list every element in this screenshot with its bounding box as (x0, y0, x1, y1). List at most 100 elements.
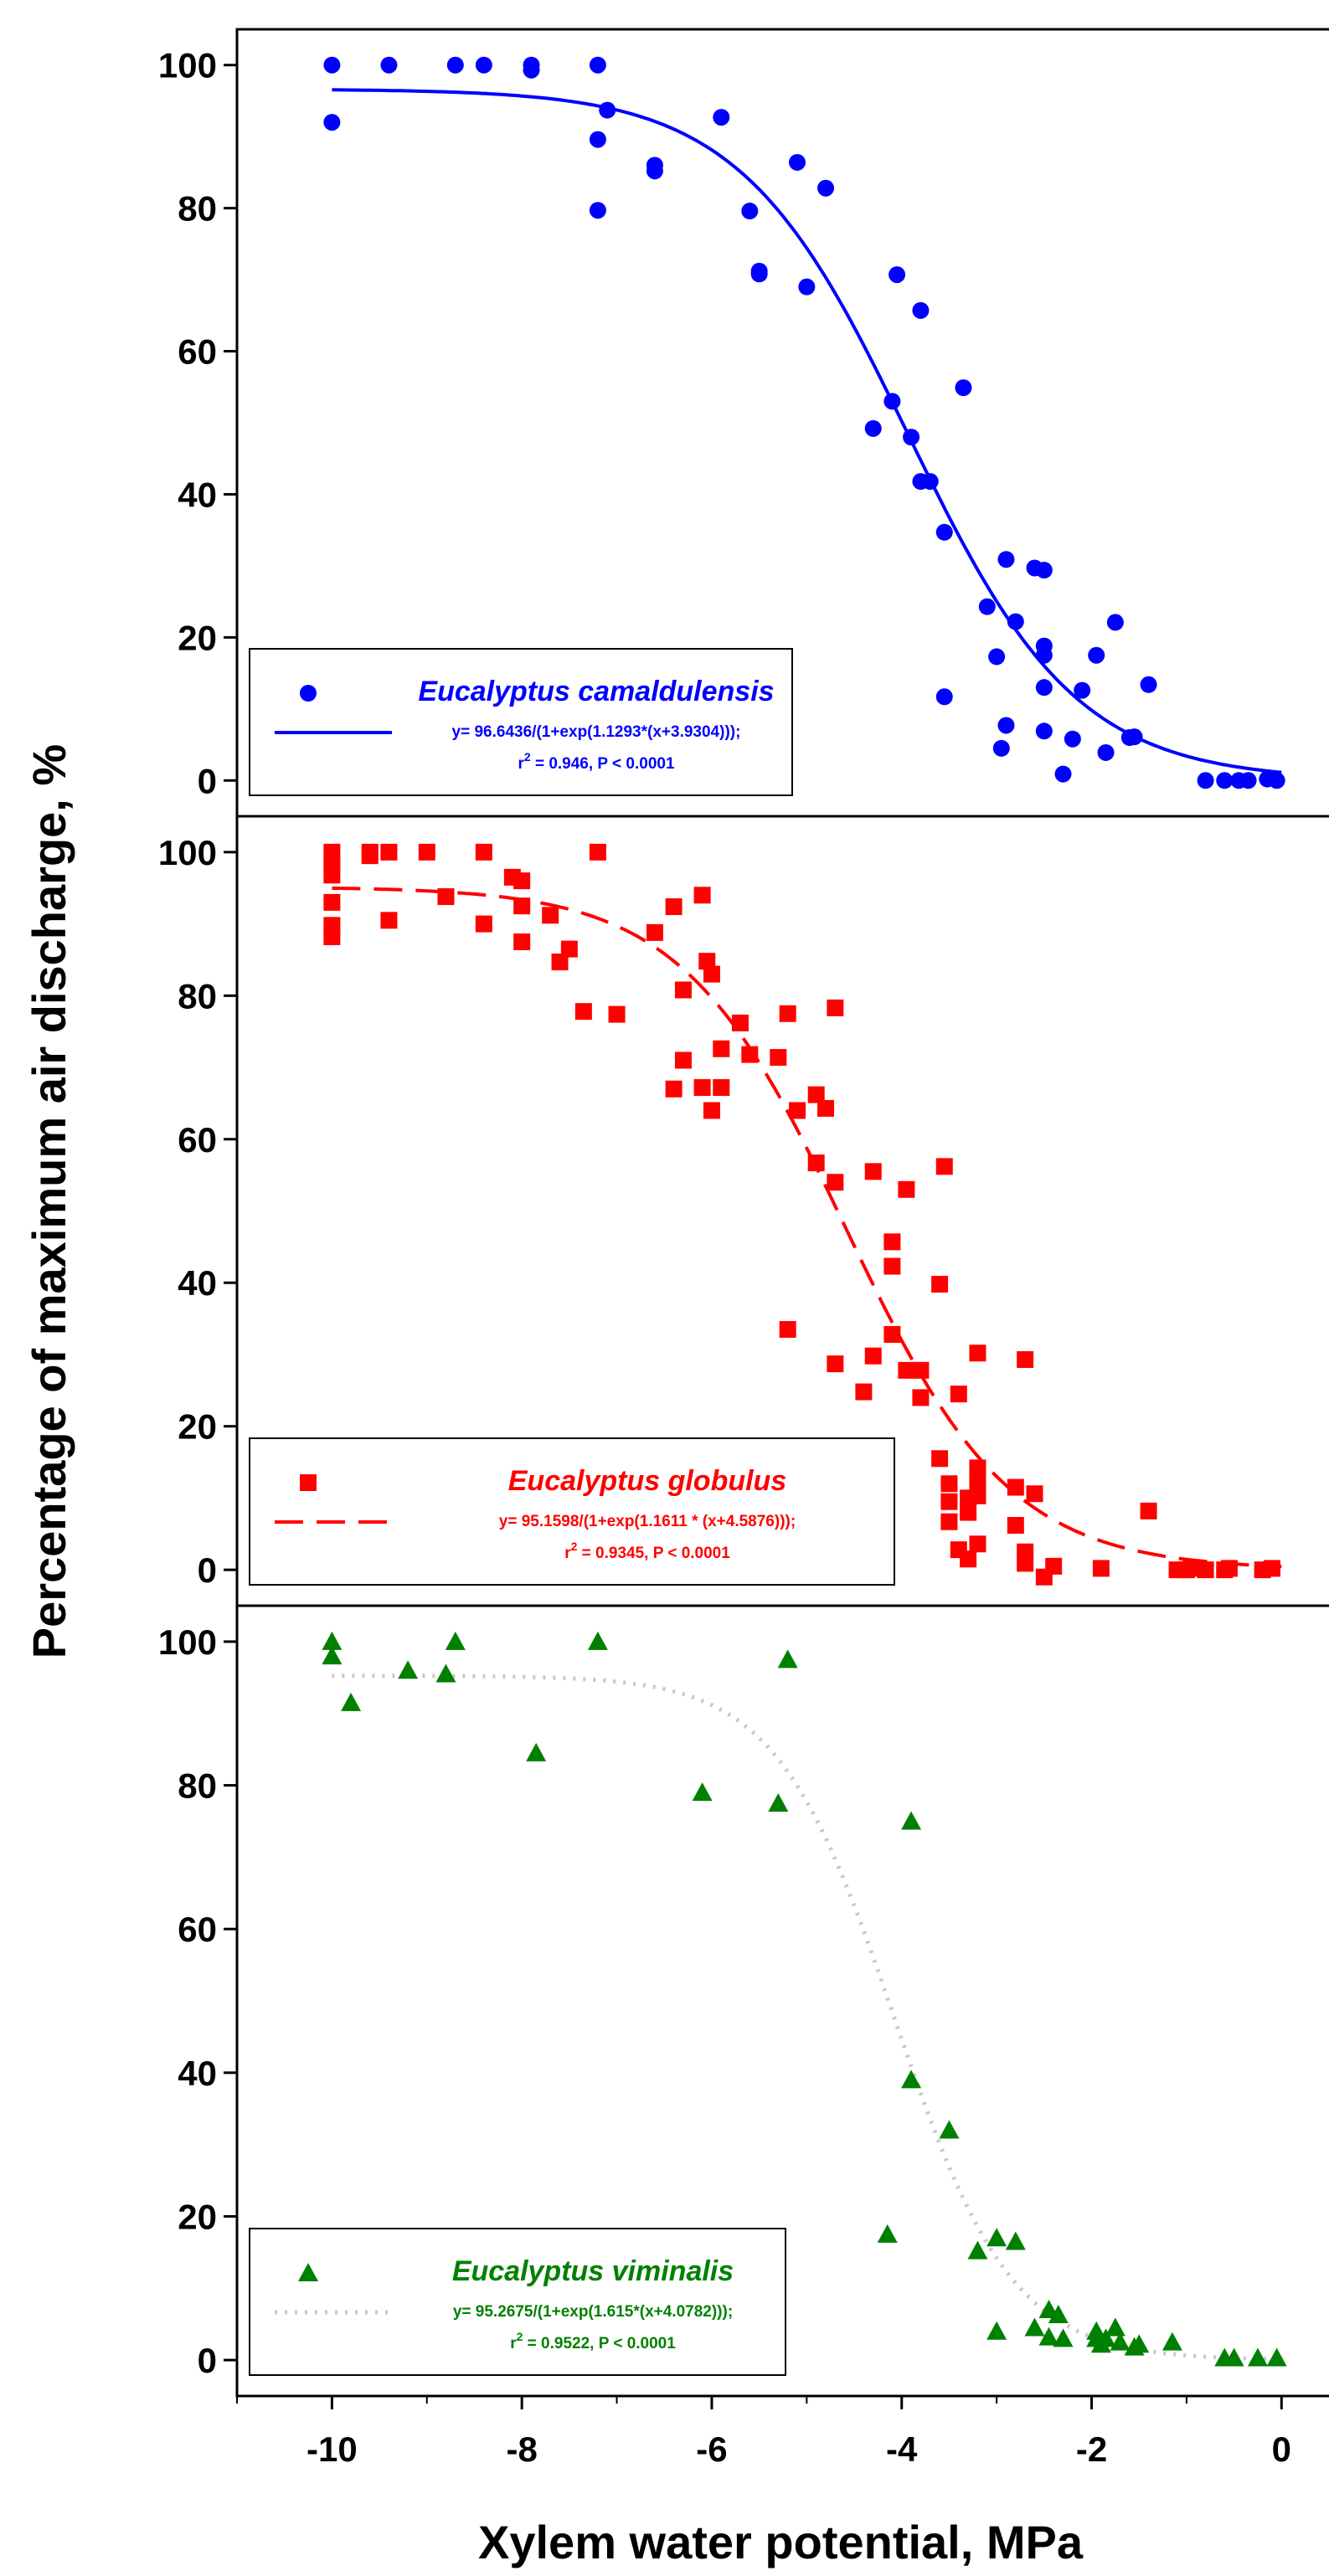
data-point (1197, 1561, 1214, 1579)
data-point (475, 915, 492, 933)
data-point (513, 933, 531, 951)
data-point (1064, 730, 1081, 748)
data-point (646, 162, 663, 180)
data-point (939, 2120, 960, 2139)
data-point (646, 923, 663, 941)
data-point (864, 419, 882, 437)
legend: Eucalyptus viminalis y= 95.2675/(1+exp(1.… (249, 2228, 786, 2376)
data-point (380, 843, 398, 861)
data-point (960, 1550, 977, 1568)
legend-r2-stats: = 0.9522, P < 0.0001 (523, 2335, 676, 2352)
y-tick-label: 40 (178, 1263, 217, 1303)
data-point (1126, 728, 1143, 746)
y-tick-label: 60 (178, 1910, 217, 1949)
data-point (1095, 2328, 1116, 2347)
data-point (986, 2321, 1007, 2340)
data-point (817, 179, 835, 197)
data-point (1092, 1560, 1110, 1577)
data-point (969, 1487, 986, 1504)
legend-marker (300, 1474, 317, 1491)
data-point (789, 153, 806, 171)
legend-box (249, 648, 793, 796)
legend-r2-symbol: r (564, 1545, 571, 1562)
data-point (665, 898, 683, 916)
data-point (323, 893, 341, 911)
y-tick-label: 0 (198, 2341, 217, 2380)
data-point (883, 1257, 901, 1275)
data-point (703, 1102, 720, 1119)
data-point (798, 278, 816, 296)
data-point (1017, 1350, 1034, 1368)
data-point (323, 56, 341, 74)
data-point (901, 2070, 922, 2089)
data-point (1017, 1555, 1034, 1572)
data-point (978, 598, 996, 615)
x-axis: -10 -8 -6 -4 -2 0 (236, 2396, 1291, 2469)
data-point (950, 1386, 967, 1403)
data-point (1045, 1557, 1063, 1575)
legend-species-name: Eucalyptus camaldulensis (418, 676, 774, 707)
data-point (513, 872, 531, 890)
data-point (1097, 743, 1115, 761)
data-point (935, 688, 953, 706)
data-point (1074, 681, 1091, 699)
data-point (935, 1158, 953, 1175)
x-tick-label: -10 (306, 2429, 358, 2469)
legend-marker (300, 685, 317, 702)
fit-curve (332, 886, 1282, 1569)
data-point (986, 2228, 1007, 2247)
data-point (589, 202, 606, 219)
data-point (1048, 2305, 1069, 2324)
legend-r2: r2 = 0.9345, P < 0.0001 (564, 1540, 730, 1562)
data-point (437, 888, 455, 906)
data-point (967, 2240, 988, 2260)
data-point (1140, 676, 1157, 693)
y-tick-label: 60 (178, 332, 217, 372)
data-point (779, 1005, 796, 1022)
data-point (589, 131, 606, 148)
y-tick-label: 20 (178, 618, 217, 657)
y-tick-label: 40 (178, 475, 217, 514)
data-point (692, 1782, 713, 1802)
data-point (864, 1163, 882, 1180)
data-point (323, 866, 341, 884)
data-point (1197, 772, 1214, 789)
data-point (698, 953, 716, 970)
legend-r2-superscript: 2 (517, 2330, 523, 2343)
y-tick-label: 20 (178, 2197, 217, 2236)
data-point (551, 954, 569, 971)
data-point (322, 1646, 343, 1665)
data-point (674, 1051, 692, 1069)
data-point (898, 1361, 915, 1379)
data-point (779, 1320, 796, 1338)
data-point (1088, 646, 1105, 664)
data-point (1140, 1502, 1157, 1519)
data-point (599, 101, 616, 119)
y-tick-label: 0 (198, 1550, 217, 1590)
data-point (1035, 679, 1053, 697)
data-point (435, 1663, 456, 1683)
data-point (1247, 2347, 1268, 2367)
data-point (1035, 646, 1053, 664)
data-point (789, 1102, 806, 1119)
data-point (883, 1325, 901, 1343)
data-point (1007, 1516, 1024, 1534)
legend-r2-superscript: 2 (571, 1540, 578, 1553)
legend-equation: y= 95.1598/(1+exp(1.1611 * (x+4.5876))); (499, 1513, 796, 1530)
data-point (903, 429, 920, 446)
data-point (475, 56, 492, 74)
chart-panel-1: 0 20 40 60 80 100 Eucalyptus camaldulensis y= 9… (158, 28, 1329, 818)
data-point (398, 1660, 419, 1679)
data-point (418, 843, 435, 861)
data-point (1054, 765, 1072, 783)
data-point (1035, 722, 1053, 740)
data-point (1035, 562, 1053, 579)
data-point (523, 61, 540, 79)
legend: Eucalyptus globulus y= 95.1598/(1+exp(1.1… (249, 1437, 895, 1586)
data-point (912, 1389, 930, 1406)
data-point (589, 56, 606, 74)
data-point (777, 1649, 798, 1668)
data-point (1038, 2327, 1059, 2346)
legend-species-name: Eucalyptus viminalis (452, 2255, 734, 2287)
